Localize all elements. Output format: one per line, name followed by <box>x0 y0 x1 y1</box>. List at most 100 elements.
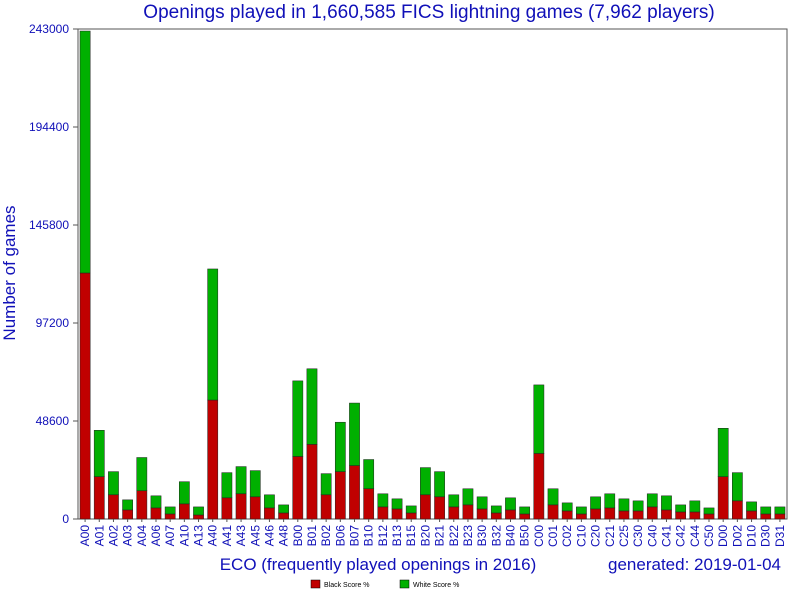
x-tick-label-a43: A43 <box>234 525 248 547</box>
bar-white-c44 <box>689 500 701 513</box>
bar-white-b13 <box>391 498 403 510</box>
bar-black-c42 <box>675 511 687 520</box>
bar-black-c02 <box>561 510 573 520</box>
bar-black-c30 <box>632 510 644 520</box>
bar-black-d30 <box>760 513 772 520</box>
bar-white-c41 <box>661 495 672 511</box>
bar-black-b22 <box>448 506 460 520</box>
bar-white-c40 <box>646 493 658 508</box>
x-tick-label-c00: C00 <box>532 525 546 547</box>
x-tick-label-a13: A13 <box>192 525 206 547</box>
bar-black-c01 <box>547 504 559 520</box>
bar-white-a06 <box>150 495 162 509</box>
bar-black-a04 <box>136 490 148 520</box>
x-tick-label-a41: A41 <box>220 525 234 547</box>
bar-white-b50 <box>519 506 531 515</box>
bar-white-d02 <box>732 472 743 502</box>
bar-black-b32 <box>490 512 502 520</box>
bar-black-b30 <box>476 508 488 520</box>
y-tick-label: 194400 <box>29 120 69 134</box>
x-tick-label-c25: C25 <box>617 525 631 547</box>
x-axis-label: ECO (frequently played openings in 2016) <box>220 555 537 574</box>
bar-black-c44 <box>689 511 701 520</box>
bar-white-c10 <box>576 506 587 515</box>
bar-white-c02 <box>561 502 573 512</box>
x-tick-label-c50: C50 <box>702 525 716 547</box>
bar-white-b02 <box>320 473 332 496</box>
bar-black-c40 <box>646 506 658 520</box>
x-tick-label-b01: B01 <box>305 525 319 547</box>
bar-white-d00 <box>717 428 729 477</box>
bar-white-a04 <box>136 457 148 492</box>
bar-black-b15 <box>405 512 417 520</box>
bar-white-a00 <box>79 30 91 274</box>
bar-white-b22 <box>448 494 460 508</box>
x-tick-label-a10: A10 <box>177 525 191 547</box>
y-tick-label: 97200 <box>36 316 70 330</box>
legend-label-black: Black Score % <box>324 582 370 589</box>
bar-white-c25 <box>618 498 630 512</box>
x-tick-label-b13: B13 <box>390 525 404 547</box>
x-tick-label-b23: B23 <box>461 525 475 547</box>
x-tick-label-c40: C40 <box>645 525 659 547</box>
bar-white-b30 <box>476 496 488 510</box>
bar-white-d30 <box>760 506 772 515</box>
x-tick-label-d10: D10 <box>745 525 759 547</box>
bar-black-b06 <box>334 471 346 520</box>
x-tick-label-a04: A04 <box>135 525 149 547</box>
bar-white-d31 <box>774 506 786 515</box>
x-tick-label-a02: A02 <box>106 525 120 547</box>
bar-black-a40 <box>207 399 219 520</box>
bar-white-b32 <box>490 505 502 514</box>
x-tick-label-c01: C01 <box>546 525 560 547</box>
y-tick-label: 243000 <box>29 22 69 36</box>
bar-black-d00 <box>717 476 729 520</box>
x-tick-label-c44: C44 <box>688 525 702 547</box>
bar-white-a03 <box>122 499 133 511</box>
x-tick-label-b12: B12 <box>376 525 390 547</box>
bar-black-a03 <box>122 509 133 520</box>
x-tick-label-a46: A46 <box>262 525 276 547</box>
bar-black-b50 <box>519 513 531 520</box>
y-tick-label: 0 <box>62 512 69 526</box>
y-axis: 0 48600 97200 145800 194400 243000 <box>29 22 78 526</box>
x-tick-label-c41: C41 <box>659 525 673 547</box>
bar-white-a10 <box>178 481 190 505</box>
bar-black-d31 <box>774 513 786 520</box>
x-tick-label-c10: C10 <box>574 525 588 547</box>
bar-white-a07 <box>164 506 176 515</box>
generated-date: generated: 2019-01-04 <box>608 555 781 574</box>
bar-black-d02 <box>732 500 743 520</box>
bar-black-a06 <box>150 507 162 520</box>
bar-white-c20 <box>590 496 601 510</box>
bar-white-b10 <box>363 459 375 490</box>
x-tick-label-c02: C02 <box>560 525 574 547</box>
x-tick-label-b21: B21 <box>433 525 447 547</box>
bar-black-c50 <box>703 513 715 520</box>
bar-black-b20 <box>420 494 431 520</box>
bar-white-b15 <box>405 505 417 514</box>
x-tick-label-c30: C30 <box>631 525 645 547</box>
bar-white-b20 <box>420 467 431 496</box>
x-tick-label-a48: A48 <box>277 525 291 547</box>
x-tick-label-d31: D31 <box>773 525 787 547</box>
bar-black-a07 <box>164 513 176 520</box>
x-tick-label-d30: D30 <box>759 525 773 547</box>
bar-white-c00 <box>533 384 545 454</box>
y-tick-label: 48600 <box>36 414 70 428</box>
x-axis: A00 A01 A02 A03 A04 A06 A07 A10 A13 A40 A41 A43 A45 A… <box>78 519 787 547</box>
bar-black-c00 <box>533 453 545 520</box>
bar-white-a48 <box>278 504 289 514</box>
x-tick-label-b00: B00 <box>291 525 305 547</box>
bar-black-b00 <box>292 456 304 520</box>
bar-black-b02 <box>320 494 332 520</box>
bar-white-b01 <box>306 368 318 445</box>
bar-black-b40 <box>505 509 516 520</box>
bar-black-a41 <box>221 497 233 520</box>
x-tick-label-b40: B40 <box>503 525 517 547</box>
bar-black-c25 <box>618 510 630 520</box>
bar-white-a13 <box>193 506 204 516</box>
bar-white-c42 <box>675 504 687 513</box>
x-tick-label-c21: C21 <box>603 525 617 547</box>
